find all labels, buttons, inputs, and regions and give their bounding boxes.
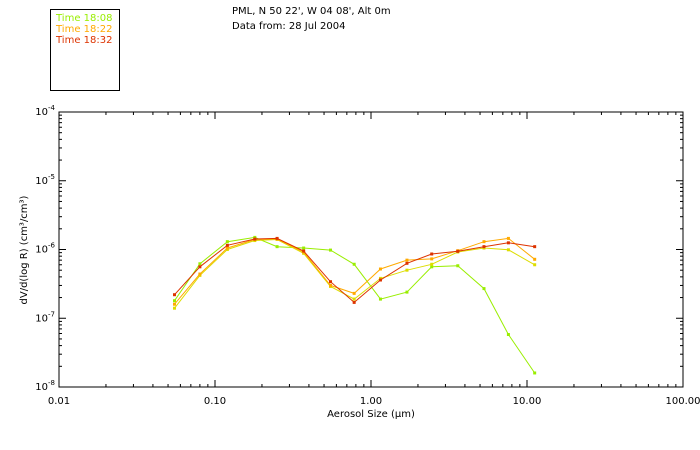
series-point-3 [198, 265, 202, 269]
series-point-3 [172, 293, 176, 297]
series-point-0 [225, 240, 229, 244]
series-point-0 [405, 290, 409, 294]
axes-group: 0.01 0.10 1.00 10.00 100.00 10-8 10-7 10-6 10-5 1… [35, 104, 700, 407]
series-point-1 [378, 276, 382, 280]
series-point-2 [378, 267, 382, 271]
series-point-3 [253, 237, 257, 241]
series-point-2 [225, 246, 229, 250]
x-tick-label: 100.00 [666, 396, 700, 407]
series-line-0 [174, 236, 536, 374]
series-point-0 [172, 299, 176, 303]
x-tick-label: 1.00 [360, 396, 382, 407]
series-point-1 [430, 262, 434, 266]
series-group [172, 235, 537, 375]
series-point-0 [253, 235, 257, 239]
plot-frame [58, 111, 684, 388]
series-point-1 [352, 297, 356, 301]
y-tick-label: 10-8 [35, 379, 55, 393]
series-point-2 [198, 272, 202, 276]
x-axis-label: Aerosol Size (µm) [327, 409, 415, 420]
series-point-0 [275, 245, 279, 249]
series-point-3 [506, 241, 510, 245]
series-point-0 [378, 297, 382, 301]
series-point-3 [405, 261, 409, 265]
series-point-0 [302, 246, 306, 250]
series-point-0 [533, 371, 537, 375]
x-tick-label: 0.01 [48, 396, 70, 407]
series-point-3 [275, 236, 279, 240]
series-point-2 [352, 291, 356, 295]
series-point-3 [482, 245, 486, 249]
series-point-3 [225, 243, 229, 247]
series-point-3 [456, 249, 460, 253]
series-point-2 [328, 283, 332, 287]
series-point-2 [172, 302, 176, 306]
series-point-2 [533, 257, 537, 261]
series-point-0 [430, 265, 434, 269]
x-tick-label: 0.10 [204, 396, 226, 407]
series-point-3 [302, 249, 306, 253]
y-tick-label: 10-5 [35, 173, 55, 187]
series-point-2 [430, 257, 434, 261]
series-point-2 [482, 240, 486, 244]
x-tick-label: 10.00 [513, 396, 542, 407]
legend-box: Time 18:08 Time 18:22 Time 18:32 [50, 9, 120, 91]
series-point-1 [533, 263, 537, 267]
location-header: PML, N 50 22', W 04 08', Alt 0m [232, 6, 391, 17]
series-point-1 [506, 248, 510, 252]
series-point-0 [482, 287, 486, 291]
series-point-3 [352, 300, 356, 304]
series-point-2 [506, 236, 510, 240]
y-tick-label: 10-4 [35, 104, 55, 118]
series-point-0 [456, 264, 460, 268]
series-point-3 [378, 278, 382, 282]
y-axis-label: dV/d(log R) (cm³/cm³) [19, 195, 30, 304]
legend-entry-1832: Time 18:32 [56, 35, 113, 46]
y-tick-label: 10-6 [35, 242, 55, 256]
series-point-0 [506, 333, 510, 337]
series-point-3 [533, 245, 537, 249]
series-point-3 [328, 280, 332, 284]
date-header: Data from: 28 Jul 2004 [232, 21, 346, 32]
series-point-0 [352, 262, 356, 266]
legend-entry-1822: Time 18:22 [56, 24, 113, 35]
legend-entry-1808: Time 18:08 [56, 13, 113, 24]
series-point-1 [172, 306, 176, 310]
series-point-0 [328, 248, 332, 252]
y-tick-label: 10-7 [35, 310, 55, 324]
series-point-3 [430, 252, 434, 256]
series-point-1 [405, 268, 409, 272]
series-point-0 [198, 262, 202, 266]
series-point-2 [405, 258, 409, 262]
